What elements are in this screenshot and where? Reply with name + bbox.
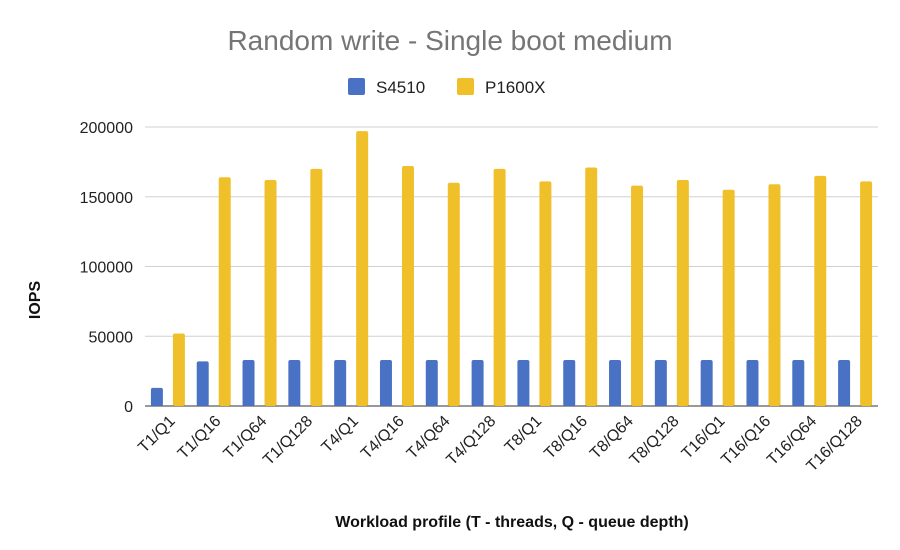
x-tick-label: T4/Q16 — [358, 413, 408, 463]
bar-p1600x-t1-q16 — [218, 177, 231, 406]
y-tick-label: 100000 — [80, 260, 133, 277]
bar-s4510-t8-q16 — [563, 359, 576, 406]
legend-label-p1600x: P1600X — [485, 78, 546, 97]
legend: S4510 P1600X — [348, 78, 546, 97]
bar-s4510-t16-q16 — [746, 359, 759, 406]
bar-s4510-t4-q64 — [425, 359, 438, 406]
legend-label-s4510: S4510 — [376, 78, 425, 97]
x-tick-label: T16/Q16 — [718, 413, 774, 469]
bar-p1600x-t16-q1 — [722, 189, 735, 406]
bar-p1600x-t1-q1 — [172, 333, 185, 406]
bar-p1600x-t4-q128 — [493, 168, 506, 406]
bar-p1600x-t8-q128 — [676, 180, 689, 406]
x-tick-label: T1/Q128 — [260, 413, 316, 469]
legend-swatch-p1600x — [457, 78, 474, 95]
x-tick-label: T8/Q1 — [502, 413, 546, 457]
x-tick-label: T4/Q1 — [319, 413, 363, 457]
x-tick-label: T8/Q16 — [541, 413, 591, 463]
x-tick-label: T8/Q128 — [627, 413, 683, 469]
y-axis-ticks: 0 50000 100000 150000 200000 — [80, 120, 133, 416]
y-axis-title: IOPS — [27, 281, 44, 320]
bar-p1600x-t1-q64 — [264, 180, 277, 406]
bar-s4510-t8-q64 — [609, 359, 622, 406]
bar-s4510-t1-q1 — [150, 387, 163, 406]
y-tick-label: 200000 — [80, 120, 133, 137]
bar-p1600x-t4-q16 — [401, 166, 414, 406]
x-tick-label: T1/Q16 — [175, 413, 225, 463]
bar-p1600x-t8-q1 — [539, 181, 552, 406]
bar-p1600x-t8-q64 — [631, 185, 644, 406]
bar-p1600x-t16-q16 — [768, 184, 781, 406]
bar-p1600x-t16-q128 — [860, 181, 873, 406]
x-tick-label: T1/Q1 — [135, 413, 179, 457]
bar-p1600x-t1-q128 — [310, 168, 323, 406]
legend-swatch-s4510 — [348, 78, 365, 95]
bar-s4510-t8-q1 — [517, 359, 530, 406]
bar-s4510-t4-q16 — [379, 359, 392, 406]
bar-s4510-t16-q128 — [838, 359, 851, 406]
x-tick-label: T4/Q128 — [443, 413, 499, 469]
bars — [150, 131, 873, 406]
bar-p1600x-t4-q64 — [447, 182, 460, 406]
bar-s4510-t1-q64 — [242, 359, 255, 406]
bar-p1600x-t16-q64 — [814, 175, 827, 406]
bar-s4510-t4-q1 — [334, 359, 347, 406]
bar-p1600x-t4-q1 — [356, 131, 369, 406]
x-axis-title: Workload profile (T - threads, Q - queue… — [335, 514, 689, 531]
bar-s4510-t1-q128 — [288, 359, 301, 406]
y-tick-label: 0 — [124, 399, 133, 416]
bar-s4510-t8-q128 — [654, 359, 667, 406]
gridlines — [145, 126, 878, 407]
y-tick-label: 50000 — [89, 329, 134, 346]
y-tick-label: 150000 — [80, 190, 133, 207]
bar-s4510-t1-q16 — [196, 361, 209, 406]
bar-s4510-t16-q1 — [700, 359, 713, 406]
bar-s4510-t4-q128 — [471, 359, 484, 406]
bar-s4510-t16-q64 — [792, 359, 805, 406]
chart-title: Random write - Single boot medium — [227, 25, 672, 56]
bar-p1600x-t8-q16 — [585, 167, 598, 406]
